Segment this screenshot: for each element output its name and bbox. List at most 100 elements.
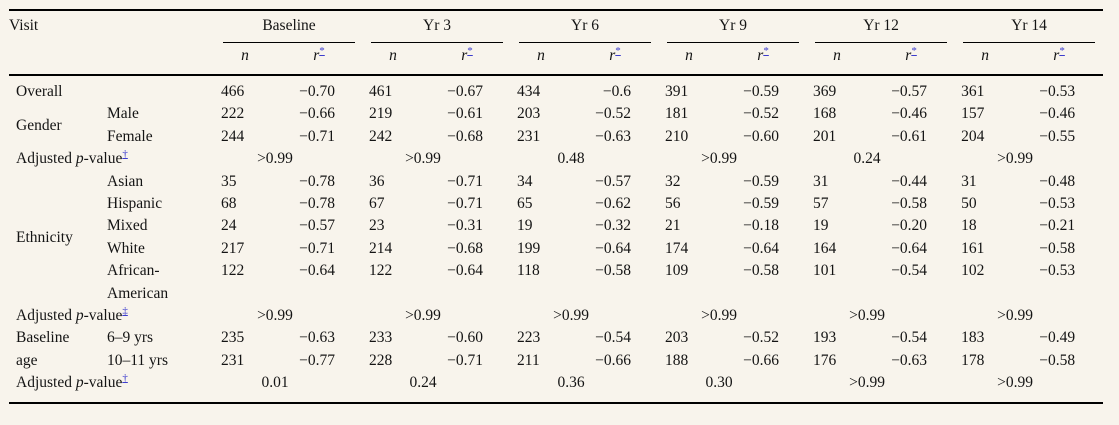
r-cell: −0.63 (595, 127, 632, 145)
n-cell: 434 (517, 83, 541, 100)
row-sub-label: Male (107, 105, 139, 123)
n-label: n (241, 47, 249, 64)
n-cell: 67 (369, 195, 385, 213)
footnote-asterisk-link[interactable]: * (319, 44, 325, 57)
r-cell: −0.54 (891, 262, 928, 280)
footnote-asterisk-link[interactable]: * (763, 44, 769, 57)
visit-column-header-yr9: Yr 9 (659, 10, 807, 43)
r-cell: −0.64 (299, 262, 335, 280)
n-cell: 214 (369, 239, 393, 257)
footnote-dagger-link[interactable]: † (122, 148, 128, 161)
n-column-header: n (215, 43, 275, 76)
r-cell: −0.68 (447, 239, 484, 257)
adjusted-p-value-label: Adjusted p-value† (16, 372, 128, 392)
n-cell: 193 (813, 329, 837, 347)
r-cell: −0.63 (299, 329, 335, 347)
visit-column-header-yr12: Yr 12 (807, 10, 955, 43)
p-value-cell: >0.99 (553, 307, 589, 325)
r-cell: −0.6 (602, 83, 632, 100)
adjusted-p-value-row: Adjusted p-value† 0.01 0.24 0.36 0.30 >0.99 >0… (9, 372, 1103, 402)
row-group-label: Overall (16, 83, 63, 100)
r-label: r (905, 47, 912, 64)
p-value-cell: >0.99 (701, 307, 737, 325)
n-cell: 19 (517, 217, 533, 235)
n-cell: 50 (961, 195, 977, 213)
n-cell: 65 (517, 195, 533, 213)
r-cell: −0.71 (447, 172, 484, 190)
n-column-header: n (659, 43, 720, 76)
table-row: Ethnicity Asian 35 −0.78 36 −0.71 34 −0.57 32 −0.… (9, 171, 1103, 246)
table-row: Mixed 24 −0.57 23 −0.31 19 −0.32 21 −0.18 19 −0.20… (9, 215, 1103, 237)
n-cell: 203 (517, 105, 541, 123)
r-cell: −0.49 (1039, 329, 1076, 347)
n-cell: 157 (961, 105, 985, 123)
r-cell: −0.78 (299, 195, 335, 213)
n-cell: 109 (665, 262, 689, 280)
n-cell: 118 (517, 262, 540, 280)
subheader-row: n r* n r* n r* n r* n r* n r* (9, 43, 1104, 76)
r-cell: −0.57 (595, 172, 632, 190)
r-cell: −0.48 (1039, 172, 1076, 190)
r-cell: −0.77 (299, 351, 335, 369)
r-cell: −0.31 (447, 217, 484, 235)
r-cell: −0.52 (743, 105, 780, 123)
n-cell: 235 (221, 329, 245, 347)
n-cell: 219 (369, 105, 393, 123)
r-cell: −0.66 (299, 105, 335, 123)
n-cell: 36 (369, 172, 385, 190)
n-cell: 461 (369, 83, 393, 100)
r-cell: −0.64 (447, 262, 484, 280)
table-row: 10–11 yrs 231 −0.77 228 −0.71 211 −0.66 188 −0.6… (9, 350, 1103, 372)
footnote-double-dagger-link[interactable]: ‡ (122, 304, 128, 317)
footnote-dagger-link[interactable]: † (122, 372, 128, 385)
r-cell: −0.20 (891, 217, 928, 235)
n-cell: 57 (813, 195, 829, 213)
n-cell: 233 (369, 329, 393, 347)
r-cell: −0.67 (447, 83, 484, 100)
n-cell: 231 (517, 127, 541, 145)
n-cell: 199 (517, 239, 541, 257)
n-column-header: n (363, 43, 423, 76)
n-cell: 361 (961, 83, 985, 100)
r-cell: −0.32 (595, 217, 632, 235)
r-cell: −0.58 (595, 262, 632, 280)
visit-column-label: Yr 12 (815, 17, 948, 43)
n-cell: 188 (665, 351, 689, 369)
footnote-asterisk-link[interactable]: * (467, 44, 473, 57)
n-label: n (537, 47, 545, 64)
r-cell: −0.21 (1039, 217, 1076, 235)
n-cell: 161 (961, 239, 985, 257)
r-cell: −0.46 (891, 105, 928, 123)
n-cell: 24 (221, 217, 237, 235)
visit-column-label: Yr 3 (371, 17, 504, 43)
p-value-cell: 0.48 (557, 150, 585, 168)
p-value-cell: >0.99 (849, 307, 885, 325)
adjusted-p-value-label: Adjusted p-value† (16, 148, 128, 168)
r-cell: −0.64 (891, 239, 928, 257)
r-cell: −0.54 (891, 329, 928, 347)
table-row: Female 244 −0.71 242 −0.68 231 −0.63 210 −0.60 20… (9, 126, 1103, 148)
footnote-asterisk-link[interactable]: * (615, 44, 621, 57)
row-group-label: Gender (16, 116, 62, 134)
table-row: Gender Male 222 −0.66 219 −0.61 203 −0.52 181 −0.… (9, 103, 1103, 133)
visit-column-label: Yr 6 (519, 17, 652, 43)
row-sub-label: Mixed (107, 217, 148, 235)
r-label: r (757, 47, 764, 64)
p-value-cell: >0.99 (405, 150, 441, 168)
r-column-header: r* (719, 43, 808, 76)
r-cell: −0.71 (299, 239, 335, 257)
footnote-asterisk-link[interactable]: * (911, 44, 917, 57)
r-column-header: r* (1015, 43, 1104, 76)
r-cell: −0.78 (299, 172, 335, 190)
table-row: Hispanic 68 −0.78 67 −0.71 65 −0.62 56 −0.59 57 −0… (9, 193, 1103, 215)
n-cell: 31 (813, 172, 829, 190)
n-cell: 178 (961, 351, 985, 369)
visit-corner-header: Visit (9, 10, 215, 76)
r-cell: −0.71 (447, 351, 484, 369)
r-cell: −0.62 (595, 195, 632, 213)
table-header: Visit Baseline Yr 3 Yr 6 Yr 9 Yr 12 Yr 1… (9, 10, 1104, 76)
footnote-asterisk-link[interactable]: * (1059, 44, 1065, 57)
row-group-label: Baseline age (16, 329, 70, 369)
r-cell: −0.59 (743, 172, 780, 190)
visit-column-header-yr6: Yr 6 (511, 10, 659, 43)
